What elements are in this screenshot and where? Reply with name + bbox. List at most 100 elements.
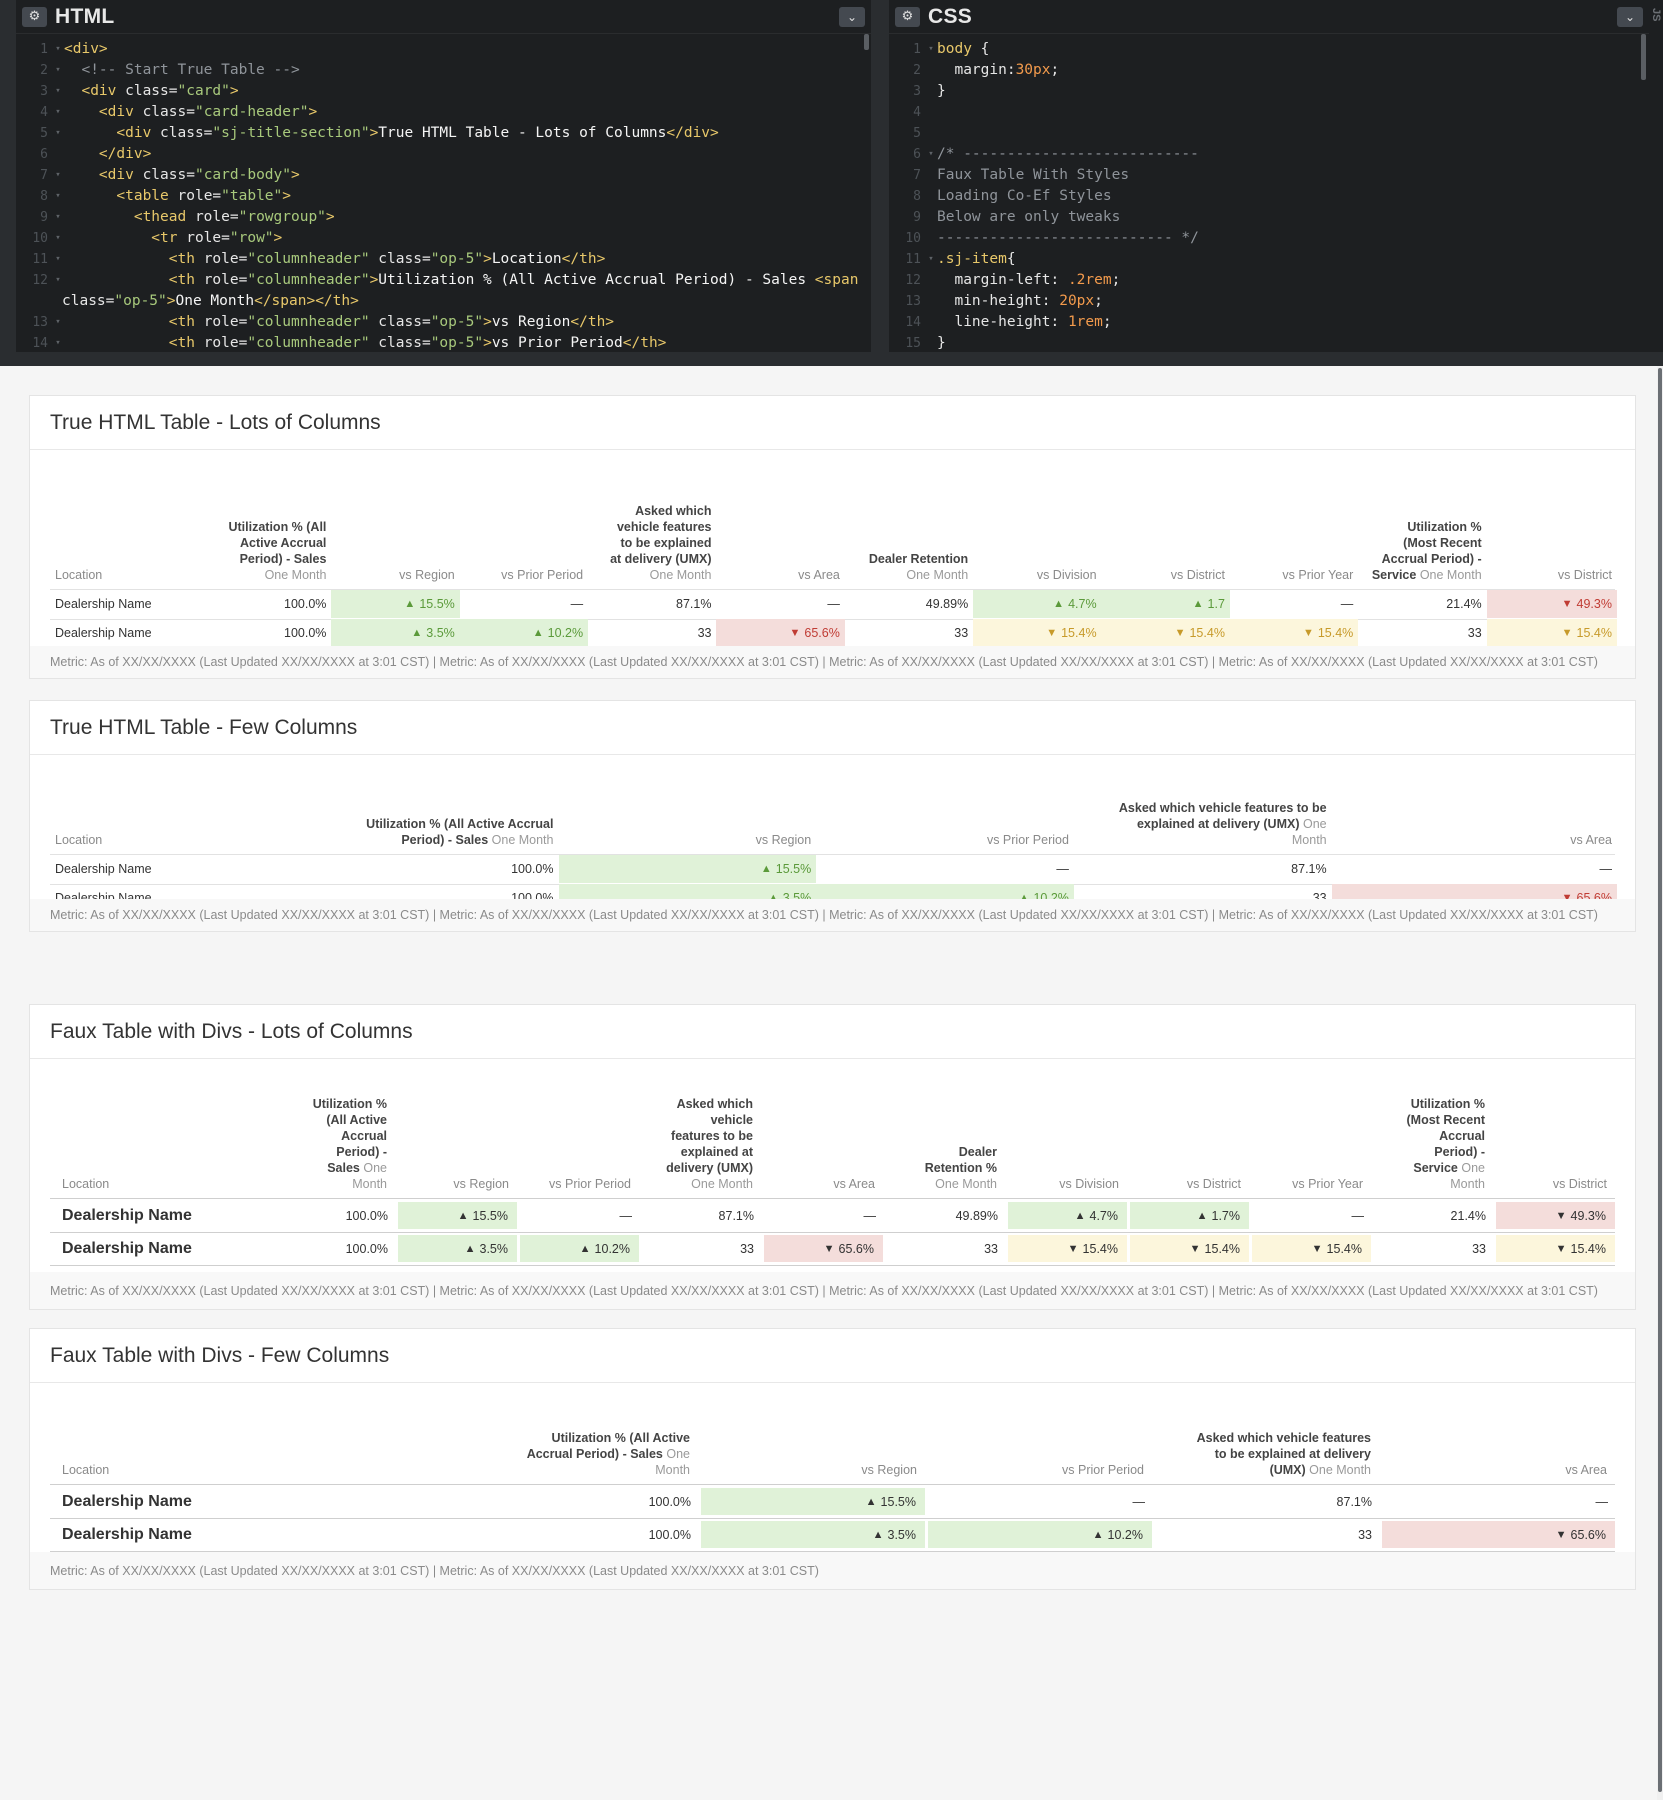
fold-arrow-icon[interactable]: ▾: [55, 233, 61, 243]
code-token: Loading Co-Ef Styles: [937, 188, 1112, 204]
fold-arrow-icon[interactable]: ▾: [55, 107, 61, 117]
code-line[interactable]: 12 margin-left: .2rem;: [889, 270, 1649, 291]
fold-arrow-icon[interactable]: ▾: [55, 338, 61, 348]
column-header: vs Area: [763, 1176, 885, 1192]
code-line[interactable]: 2 margin:30px;: [889, 60, 1649, 81]
cell-value: 21.4%: [1450, 1208, 1486, 1223]
code-line[interactable]: 13 ▾ <th role="columnheader" class="op-5"…: [16, 312, 871, 333]
code-line[interactable]: 9 Below are only tweaks: [889, 207, 1649, 228]
column-header-label: vs Area: [798, 568, 840, 582]
fold-arrow-icon[interactable]: ▾: [55, 65, 61, 75]
html-editor-scrollbar[interactable]: [864, 34, 869, 50]
code-token: "op-5": [114, 293, 167, 309]
card-header: Faux Table with Divs - Few Columns: [30, 1329, 1635, 1383]
fold-arrow-icon[interactable]: ▾: [55, 275, 61, 285]
line-number: 3: [913, 84, 921, 99]
code-token: body: [937, 41, 981, 57]
cell-value: 10.2%: [594, 1241, 630, 1256]
code-line[interactable]: 2 ▾ <!-- Start True Table -->: [16, 60, 871, 81]
delta-cell: ▲ 10.2%: [459, 619, 589, 647]
code-token: "columnheader": [247, 335, 379, 351]
code-line[interactable]: 3}: [889, 81, 1649, 102]
code-text: <tr role="row">: [64, 228, 871, 249]
js-pane-collapsed[interactable]: JS: [1649, 0, 1663, 352]
fold-arrow-icon[interactable]: ▾: [55, 170, 61, 180]
code-text: <div class="card-header">: [64, 102, 871, 123]
css-settings-gear-icon[interactable]: ⚙: [895, 6, 920, 27]
code-line[interactable]: 14 ▾ <th role="columnheader" class="op-5"…: [16, 333, 871, 352]
result-scrollbar-thumb[interactable]: [1658, 368, 1662, 1792]
css-editor-scrollbar[interactable]: [1641, 34, 1646, 80]
cell-value: 15.4%: [1317, 626, 1354, 640]
delta-cell: ▲ 15.5%: [558, 855, 817, 883]
code-line[interactable]: 10 ▾ <tr role="row">: [16, 228, 871, 249]
fold-arrow-icon[interactable]: ▾: [55, 254, 61, 264]
line-number: 1: [913, 42, 921, 57]
code-line[interactable]: 11 ▾ .sj-item{: [889, 249, 1649, 270]
column-header-label: Asked which vehicle features to be expla…: [1118, 801, 1327, 831]
column-header-label: vs Area: [833, 1177, 875, 1191]
code-line[interactable]: 5: [889, 123, 1649, 144]
code-token: class=: [160, 125, 213, 141]
value-cell: —: [763, 1202, 885, 1229]
fold-arrow-icon[interactable]: ▾: [55, 86, 61, 96]
code-line[interactable]: 1 ▾ body {: [889, 39, 1649, 60]
code-line[interactable]: 8 ▾ <table role="table">: [16, 186, 871, 207]
code-line[interactable]: 1 ▾ <div>: [16, 39, 871, 60]
code-line[interactable]: 15}: [889, 333, 1649, 352]
header-divider: [50, 854, 1615, 855]
html-code-editor[interactable]: 1 ▾ <div> 2 ▾ <!-- Start True Table --> 3 ▾ <d…: [16, 34, 871, 352]
code-token: One Month: [175, 293, 255, 309]
column-header: vs District: [1129, 1176, 1251, 1192]
footer-metric-text: Metric: As of XX/XX/XXXX (Last Updated X…: [439, 1563, 819, 1578]
html-settings-gear-icon[interactable]: ⚙: [22, 6, 47, 27]
code-line[interactable]: 4: [889, 102, 1649, 123]
code-line[interactable]: 12 ▾ <th role="columnheader">Utilization …: [16, 270, 871, 291]
code-token: "row": [229, 230, 274, 246]
up-arrow-icon: ▲: [464, 1242, 476, 1255]
code-line[interactable]: 5 ▾ <div class="sj-title-section">True HT…: [16, 123, 871, 144]
code-line[interactable]: 6 ▾/* ---------------------------: [889, 144, 1649, 165]
cell-value: 49.89%: [925, 597, 969, 611]
code-line[interactable]: 14 line-height: 1rem;: [889, 312, 1649, 333]
fold-arrow-icon[interactable]: ▾: [55, 128, 61, 138]
code-line[interactable]: 3 ▾ <div class="card">: [16, 81, 871, 102]
code-line[interactable]: 10 --------------------------- */: [889, 228, 1649, 249]
value-cell: 49.89%: [885, 1202, 1007, 1229]
code-line[interactable]: 6 </div>: [16, 144, 871, 165]
html-editor-pane[interactable]: ⚙ HTML ⌄ 1 ▾ <div> 2 ▾ <!-- Start True Table…: [16, 0, 871, 352]
code-line[interactable]: 11 ▾ <th role="columnheader" class="op-5"…: [16, 249, 871, 270]
column-header: vs Prior Year: [1251, 1176, 1373, 1192]
code-token: .2rem: [1067, 272, 1112, 288]
result-scrollbar[interactable]: [1657, 366, 1663, 1800]
fold-arrow-icon[interactable]: ▾: [55, 44, 61, 54]
fold-arrow-icon[interactable]: ▾: [55, 191, 61, 201]
code-line[interactable]: 8 Loading Co-Ef Styles: [889, 186, 1649, 207]
code-token: "sj-title-section": [212, 125, 370, 141]
code-token: --------------------------- */: [937, 230, 1199, 246]
fold-arrow-icon[interactable]: ▾: [928, 149, 934, 159]
code-line[interactable]: class="op-5">One Month</span></th>: [16, 291, 871, 312]
css-code-editor[interactable]: 1 ▾ body {2 margin:30px; 3} 4 5 6 ▾/* ---------…: [889, 34, 1649, 352]
code-line[interactable]: 4 ▾ <div class="card-header">: [16, 102, 871, 123]
cell-value: 49.89%: [955, 1208, 998, 1223]
fold-arrow-icon[interactable]: ▾: [55, 317, 61, 327]
pane-resizer[interactable]: [0, 352, 1663, 366]
code-line[interactable]: 7 Faux Table With Styles: [889, 165, 1649, 186]
card-header: True HTML Table - Few Columns: [30, 701, 1635, 755]
html-collapse-chevron-icon[interactable]: ⌄: [839, 7, 865, 27]
fold-arrow-icon[interactable]: ▾: [928, 254, 934, 264]
css-collapse-chevron-icon[interactable]: ⌄: [1617, 7, 1643, 27]
css-editor-pane[interactable]: ⚙ CSS ⌄ 1 ▾ body {2 margin:30px; 3} 4 5 6 ▾/* -…: [889, 0, 1649, 352]
cell-value: 15.4%: [1570, 1241, 1606, 1256]
fold-arrow-icon[interactable]: ▾: [928, 44, 934, 54]
line-number: 14: [32, 336, 48, 351]
code-line[interactable]: 9 ▾ <thead role="rowgroup">: [16, 207, 871, 228]
fold-arrow-icon[interactable]: ▾: [55, 212, 61, 222]
code-token: role=: [194, 209, 239, 225]
code-line[interactable]: 7 ▾ <div class="card-body">: [16, 165, 871, 186]
line-number: 4: [913, 105, 921, 120]
code-token: role=: [186, 230, 230, 246]
code-line[interactable]: 13 min-height: 20px;: [889, 291, 1649, 312]
delta-cell: ▼ 49.3%: [1496, 1202, 1615, 1229]
